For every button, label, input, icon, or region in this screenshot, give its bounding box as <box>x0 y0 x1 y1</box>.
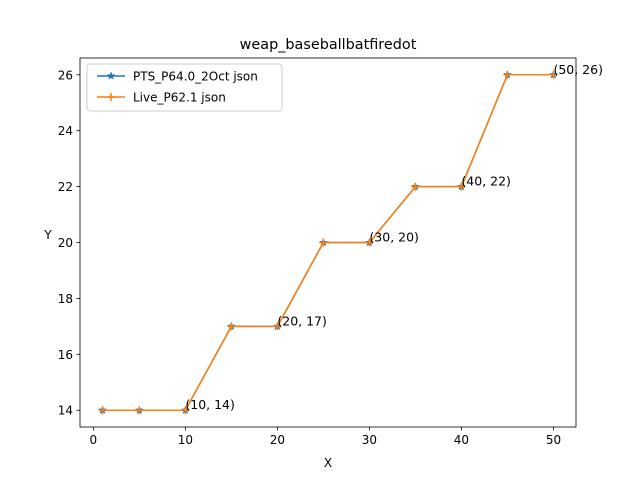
legend-marker-plus <box>107 93 115 101</box>
data-point-plus <box>273 322 282 331</box>
chart-title: weap_baseballbatfiredot <box>240 37 417 53</box>
legend-marker-star <box>106 71 116 80</box>
data-point-plus <box>549 70 558 79</box>
x-tick-label: 20 <box>270 433 285 447</box>
data-point-plus <box>457 182 466 191</box>
data-point-plus <box>98 406 107 415</box>
y-axis-label: Y <box>43 228 52 242</box>
point-annotation: (20, 17) <box>277 313 327 328</box>
data-point-plus <box>227 322 236 331</box>
data-point-plus <box>319 238 328 247</box>
point-annotation: (40, 22) <box>461 174 511 189</box>
x-tick-label: 30 <box>362 433 377 447</box>
x-axis-label: X <box>324 456 332 470</box>
x-tick-label: 50 <box>546 433 561 447</box>
y-tick-label: 18 <box>58 292 73 306</box>
legend-entry-1: Live_P62.1 json <box>133 91 226 105</box>
point-annotation: (50, 26) <box>553 62 603 77</box>
point-annotation: (10, 14) <box>185 397 235 412</box>
x-tick-label: 10 <box>178 433 193 447</box>
y-tick-label: 14 <box>58 404 73 418</box>
point-annotation: (30, 20) <box>369 230 419 245</box>
y-tick-label: 22 <box>58 180 73 194</box>
y-tick-label: 16 <box>58 348 73 362</box>
plot-area: 0 10 20 30 40 50 14 16 18 20 22 24 26 (10, 14) (20, 17… <box>58 57 603 447</box>
legend-box <box>86 63 283 112</box>
data-point-plus <box>135 406 144 415</box>
legend-entry-0: PTS_P64.0_2Oct json <box>133 70 258 84</box>
data-point-plus <box>365 238 374 247</box>
data-point-plus <box>503 70 512 79</box>
data-point-plus <box>411 182 420 191</box>
y-tick-label: 26 <box>58 68 73 82</box>
x-tick-label: 0 <box>90 433 98 447</box>
data-point-plus <box>181 406 190 415</box>
x-tick-label: 40 <box>454 433 469 447</box>
y-tick-label: 24 <box>58 124 73 138</box>
y-tick-label: 20 <box>58 236 73 250</box>
